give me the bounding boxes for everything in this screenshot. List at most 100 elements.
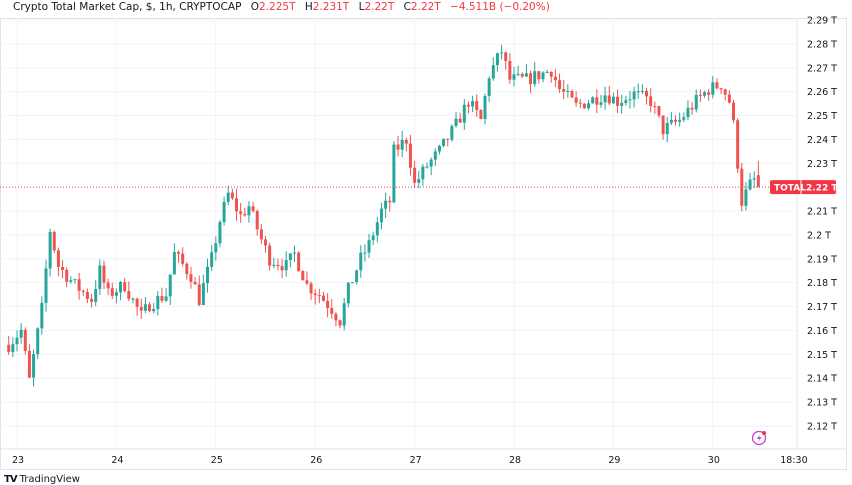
candle-body	[135, 298, 139, 308]
candle-body	[653, 106, 657, 108]
candle	[669, 112, 673, 125]
candle	[264, 235, 267, 253]
candle-body	[744, 189, 748, 206]
candle	[437, 144, 441, 155]
candlestick-chart[interactable]: 2.29 T 2.28 T 2.27 T 2.26 T 2.25 T 2.24 T 2.23…	[0, 0, 852, 472]
tradingview-logo-icon: TV	[4, 474, 18, 485]
candle-body	[350, 282, 354, 284]
lightning-event-icon[interactable]	[751, 430, 767, 446]
candle-body	[388, 200, 392, 203]
candle-body	[607, 95, 611, 104]
candle-body	[168, 274, 172, 297]
candle-body	[698, 94, 702, 96]
candle	[222, 196, 226, 226]
candle-body	[640, 90, 644, 92]
candle-body	[611, 96, 615, 104]
candle-body	[156, 295, 160, 309]
candle-body	[520, 73, 524, 77]
candle	[280, 258, 284, 279]
candle	[549, 71, 553, 83]
candle	[649, 88, 653, 113]
tradingview-logo-text: TradingView	[19, 474, 80, 485]
candle-body	[458, 118, 462, 123]
candle-body	[628, 99, 632, 101]
price-tick-label: 2.26 T	[807, 87, 837, 98]
candle	[587, 99, 591, 111]
candle-body	[466, 104, 470, 107]
candle-body	[73, 279, 77, 281]
candle	[48, 228, 52, 277]
candle	[206, 258, 210, 293]
candle	[338, 319, 342, 329]
candle-body	[707, 92, 711, 95]
candle	[504, 51, 508, 70]
candle	[189, 266, 193, 289]
candle-body	[106, 282, 110, 289]
candle	[703, 90, 707, 98]
candle	[516, 65, 520, 77]
candle	[247, 200, 251, 223]
candle	[272, 257, 276, 269]
candle	[81, 289, 85, 296]
candle	[628, 90, 632, 109]
candle-body	[255, 211, 259, 230]
candle-body	[23, 329, 27, 351]
candle	[321, 291, 325, 302]
candle-body	[338, 320, 342, 326]
price-tick-label: 2.29 T	[807, 16, 837, 27]
time-tick-label: 28	[509, 455, 521, 466]
candle-body	[363, 252, 367, 254]
symbol-title: Crypto Total Market Cap, $, 1h, CRYPTOCA…	[13, 1, 242, 13]
price-tick-label: 2.19 T	[807, 254, 837, 265]
time-tick-label: 27	[410, 455, 422, 466]
tradingview-logo[interactable]: TV TradingView	[4, 474, 80, 485]
candle-body	[475, 101, 479, 110]
price-tick-label: 2.28 T	[807, 39, 837, 50]
price-axis[interactable]: 2.29 T 2.28 T 2.27 T 2.26 T 2.25 T 2.24 T 2.23…	[807, 16, 837, 433]
candle-body	[537, 71, 541, 80]
candle-body	[504, 52, 508, 62]
candle-body	[110, 288, 114, 296]
candle-body	[491, 65, 495, 79]
candle	[44, 259, 48, 312]
candle-body	[123, 282, 127, 292]
candle	[707, 89, 711, 101]
candle-body	[94, 288, 98, 302]
candle	[106, 278, 110, 296]
candle	[148, 301, 152, 312]
price-tick-label: 2.23 T	[807, 159, 837, 170]
candle-body	[330, 308, 334, 314]
candle-body	[624, 100, 628, 103]
candle	[350, 282, 354, 284]
candle	[388, 196, 392, 212]
candle-body	[558, 80, 562, 90]
candle-body	[189, 274, 193, 282]
candle	[172, 243, 176, 275]
candle	[65, 267, 69, 288]
time-tick-label: 23	[12, 455, 24, 466]
candle	[168, 274, 172, 306]
candle-body	[371, 235, 375, 241]
candle	[110, 282, 114, 300]
candle-body	[690, 107, 694, 110]
candle	[292, 245, 296, 262]
candle	[661, 115, 665, 140]
candle-body	[36, 328, 40, 355]
change-value: −4.511B (−0.20%)	[450, 1, 550, 13]
time-axis[interactable]: 23 24 25 26 27 28 29 30 18:30	[12, 455, 808, 466]
candle	[23, 327, 27, 355]
candle	[599, 95, 603, 108]
candle-body	[587, 103, 591, 109]
candle	[210, 244, 214, 271]
candle	[454, 111, 458, 128]
candle-body	[65, 269, 69, 282]
candle	[297, 251, 301, 272]
candle	[77, 272, 81, 300]
candle-body	[114, 292, 118, 296]
candle	[611, 92, 615, 104]
candle	[214, 236, 218, 261]
candle	[595, 89, 599, 114]
candle	[301, 270, 305, 281]
candle	[495, 52, 499, 72]
candle	[284, 251, 288, 277]
